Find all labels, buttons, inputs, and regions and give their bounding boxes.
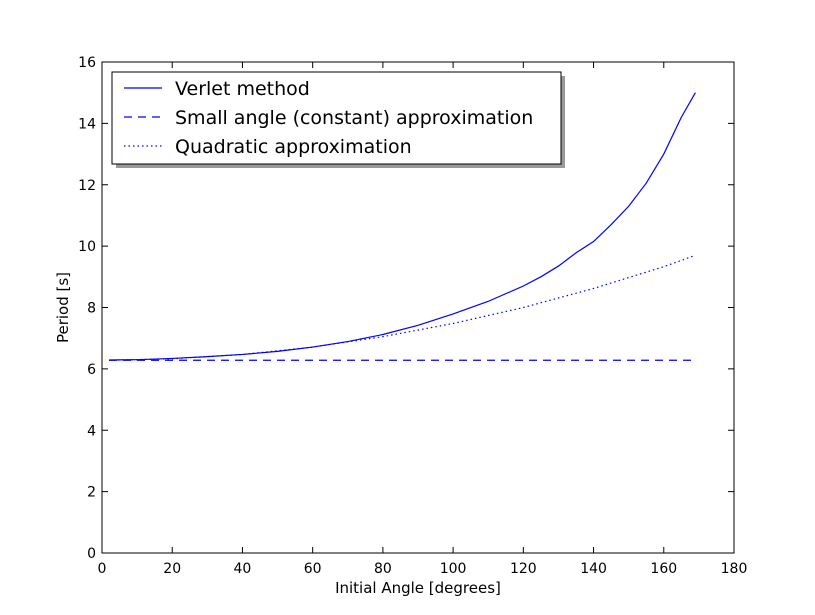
x-tick-label: 140: [580, 561, 607, 577]
y-tick-label: 2: [87, 485, 96, 501]
legend: Verlet method Small angle (constant) appr…: [111, 71, 565, 168]
x-tick-label: 20: [163, 561, 181, 577]
x-tick-label: 60: [304, 561, 322, 577]
x-tick-label: 0: [98, 561, 107, 577]
legend-box: [111, 71, 562, 165]
x-tick-label: 100: [440, 561, 467, 577]
legend-label: Quadratic approximation: [175, 136, 412, 158]
x-tick-label: 40: [234, 561, 252, 577]
series-group: [109, 92, 696, 361]
y-tick-label: 4: [87, 423, 96, 439]
x-tick-label: 180: [721, 561, 748, 577]
y-axis-label: Period [s]: [54, 272, 72, 343]
x-axis-label: Initial Angle [degrees]: [335, 579, 501, 597]
y-tick-label: 14: [78, 116, 96, 132]
y-tick-label: 0: [87, 546, 96, 562]
y-tick-label: 16: [78, 55, 96, 71]
x-tick-label: 160: [650, 561, 677, 577]
series-line-dotted: [109, 254, 696, 361]
legend-label: Small angle (constant) approximation: [175, 107, 533, 129]
y-tick-label: 10: [78, 239, 96, 255]
axes-ticks: 0 20 40 60 80 100 120 140 160 180 0 2 4 6 8 10 12 14 16: [78, 55, 747, 577]
y-tick-label: 12: [78, 178, 96, 194]
y-tick-label: 6: [87, 362, 96, 378]
legend-label: Verlet method: [175, 78, 310, 100]
y-tick-label: 8: [87, 301, 96, 317]
x-tick-label: 80: [374, 561, 392, 577]
x-tick-label: 120: [510, 561, 537, 577]
